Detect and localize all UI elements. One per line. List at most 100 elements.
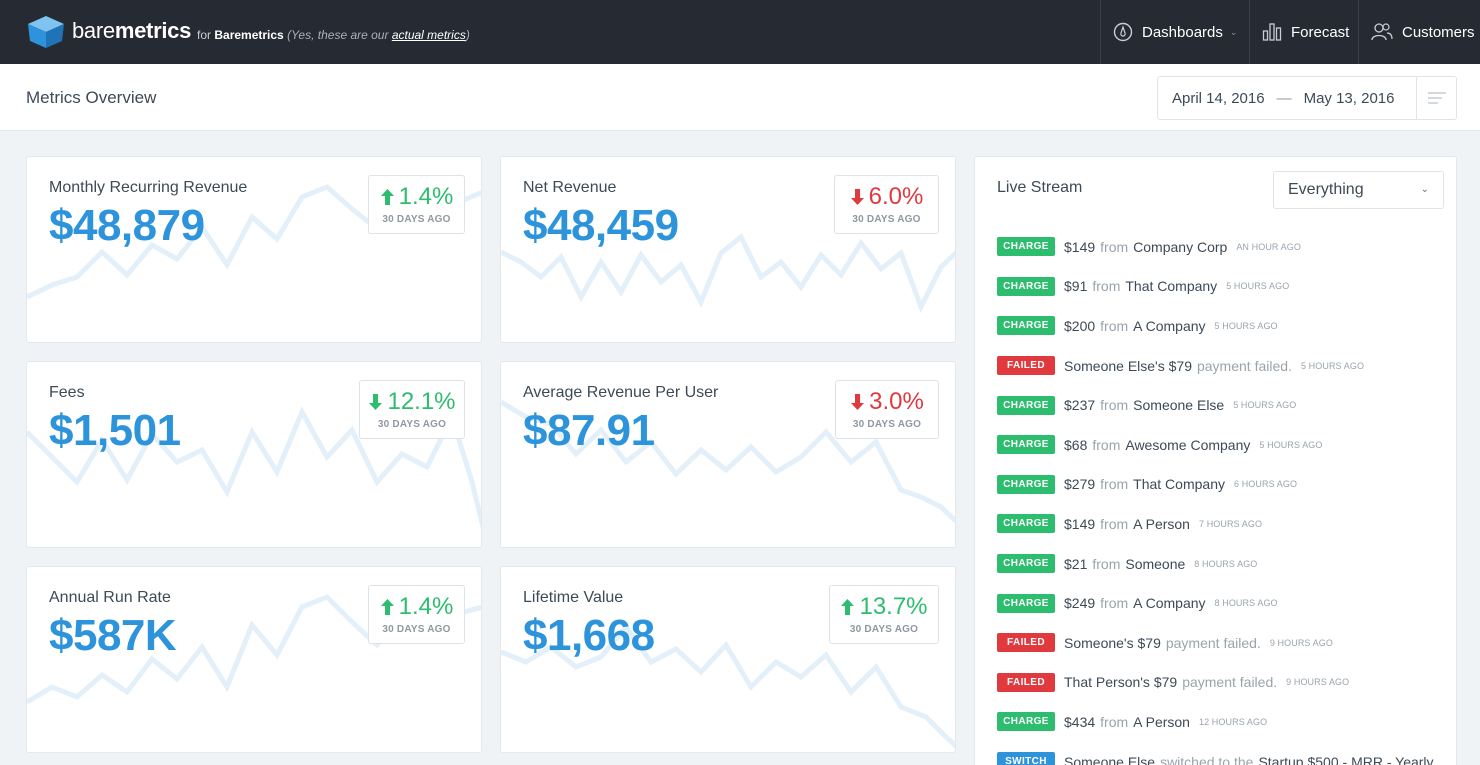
metric-change-badge: 3.0% 30 DAYS AGO bbox=[835, 380, 939, 439]
event-customer[interactable]: Someone's $79 bbox=[1064, 634, 1161, 651]
top-navbar: baremetrics for Baremetrics (Yes, these … bbox=[0, 0, 1480, 64]
event-connector: from bbox=[1100, 397, 1129, 414]
stream-event[interactable]: CHARGE $200 from A Company 5 HOURS AGO bbox=[997, 306, 1456, 346]
arrow-down-icon bbox=[369, 394, 383, 410]
arrow-up-icon bbox=[380, 189, 394, 205]
event-customer[interactable]: Company Corp bbox=[1133, 238, 1228, 255]
bar-chart-icon bbox=[1262, 23, 1282, 41]
metric-label: Lifetime Value bbox=[523, 589, 624, 606]
chevron-down-icon: ⌄ bbox=[1229, 26, 1238, 37]
date-start[interactable]: April 14, 2016 bbox=[1172, 89, 1265, 107]
live-stream-title: Live Stream bbox=[997, 179, 1083, 196]
event-type-badge: FAILED bbox=[997, 633, 1055, 653]
event-time: 5 HOURS AGO bbox=[1233, 400, 1297, 411]
event-time: 8 HOURS AGO bbox=[1194, 558, 1258, 569]
stream-event[interactable]: CHARGE $279 from That Company 6 HOURS AGO bbox=[997, 465, 1456, 505]
stream-event[interactable]: SWITCH Someone Else switched to the Startup… bbox=[997, 742, 1456, 765]
event-type-badge: CHARGE bbox=[997, 593, 1055, 613]
event-connector: payment failed. bbox=[1182, 674, 1278, 691]
event-customer[interactable]: Awesome Company bbox=[1125, 436, 1251, 453]
stream-event[interactable]: CHARGE $434 from A Person 12 HOURS AGO bbox=[997, 702, 1456, 742]
event-connector: from bbox=[1100, 317, 1129, 334]
event-connector: from bbox=[1092, 555, 1121, 572]
event-time: AN HOUR AGO bbox=[1236, 241, 1301, 252]
event-time: 9 HOURS AGO bbox=[1286, 677, 1350, 688]
event-customer[interactable]: A Company bbox=[1133, 595, 1206, 612]
event-time: 5 HOURS AGO bbox=[1300, 360, 1365, 371]
metric-card-mrr[interactable]: Monthly Recurring Revenue $48,879 1.4% 3… bbox=[26, 156, 482, 343]
date-end[interactable]: May 13, 2016 bbox=[1303, 89, 1395, 107]
event-type-badge: CHARGE bbox=[997, 514, 1055, 534]
brand-name[interactable]: baremetrics bbox=[72, 18, 192, 43]
event-customer[interactable]: Someone bbox=[1125, 555, 1186, 572]
stream-event[interactable]: CHARGE $249 from A Company 8 HOURS AGO bbox=[997, 583, 1456, 623]
date-options-button[interactable] bbox=[1416, 77, 1456, 119]
nav-customers[interactable]: Customers bbox=[1358, 0, 1480, 64]
stream-event[interactable]: CHARGE $237 from Someone Else 5 HOURS AGO bbox=[997, 385, 1456, 425]
metric-label: Average Revenue Per User bbox=[523, 384, 719, 401]
sub-header: Metrics Overview April 14, 2016 — May 13… bbox=[0, 64, 1480, 131]
event-type-badge: CHARGE bbox=[997, 276, 1055, 296]
stream-event[interactable]: CHARGE $91 from That Company 5 HOURS AGO bbox=[997, 267, 1456, 307]
metric-change-badge: 13.7% 30 DAYS AGO bbox=[829, 585, 939, 644]
event-time: 5 HOURS AGO bbox=[1214, 320, 1278, 331]
date-separator: — bbox=[1276, 89, 1292, 107]
nav-forecast[interactable]: Forecast bbox=[1249, 0, 1358, 64]
event-customer[interactable]: A Person bbox=[1133, 713, 1190, 730]
stream-filter-select[interactable]: Everything ⌄ bbox=[1273, 171, 1444, 209]
actual-metrics-link[interactable]: actual metrics bbox=[391, 28, 466, 42]
stream-event[interactable]: FAILED Someone Else's $79 payment failed. 5… bbox=[997, 346, 1456, 386]
event-time: 5 HOURS AGO bbox=[1226, 281, 1290, 292]
stream-event[interactable]: FAILED Someone's $79 payment failed. 9 HOUR… bbox=[997, 623, 1456, 663]
event-customer[interactable]: That Person's $79 bbox=[1064, 674, 1178, 691]
stream-event[interactable]: CHARGE $68 from Awesome Company 5 HOURS AGO bbox=[997, 425, 1456, 465]
metric-card-arpu[interactable]: Average Revenue Per User $87.91 3.0% 30 … bbox=[500, 361, 956, 548]
event-type-badge: FAILED bbox=[997, 356, 1055, 376]
event-customer[interactable]: Someone Else bbox=[1064, 753, 1156, 765]
stream-event[interactable]: FAILED That Person's $79 payment failed. 9 … bbox=[997, 663, 1456, 703]
event-amount: $91 bbox=[1064, 278, 1088, 295]
event-amount: $21 bbox=[1064, 555, 1088, 572]
stream-event[interactable]: CHARGE $149 from A Person 7 HOURS AGO bbox=[997, 504, 1456, 544]
stream-event[interactable]: CHARGE $149 from Company Corp AN HOUR AGO bbox=[997, 227, 1456, 267]
event-time: 5 HOURS AGO bbox=[1259, 439, 1323, 450]
event-time: 7 HOURS AGO bbox=[1198, 518, 1263, 529]
metric-value: $48,459 bbox=[523, 201, 679, 250]
metric-label: Annual Run Rate bbox=[49, 589, 171, 606]
stream-event[interactable]: CHARGE $21 from Someone 8 HOURS AGO bbox=[997, 544, 1456, 584]
event-customer[interactable]: Someone Else's $79 bbox=[1064, 357, 1192, 374]
metric-value: $1,668 bbox=[523, 611, 655, 660]
event-customer[interactable]: A Company bbox=[1133, 317, 1206, 334]
event-connector: payment failed. bbox=[1165, 634, 1261, 651]
date-range-picker[interactable]: April 14, 2016 — May 13, 2016 bbox=[1157, 76, 1457, 120]
metric-card-arr[interactable]: Annual Run Rate $587K 1.4% 30 DAYS AGO bbox=[26, 566, 482, 753]
sparkline-background bbox=[27, 406, 481, 528]
metric-card-net-revenue[interactable]: Net Revenue $48,459 6.0% 30 DAYS AGO bbox=[500, 156, 956, 343]
event-customer[interactable]: A Person bbox=[1133, 515, 1190, 532]
event-customer[interactable]: That Company bbox=[1133, 476, 1225, 493]
event-customer[interactable]: Someone Else bbox=[1133, 397, 1225, 414]
chevron-down-icon: ⌄ bbox=[1420, 184, 1429, 195]
event-connector: payment failed. bbox=[1196, 357, 1292, 374]
metric-card-ltv[interactable]: Lifetime Value $1,668 13.7% 30 DAYS AGO bbox=[500, 566, 956, 753]
nav-dashboards[interactable]: Dashboards ⌄ bbox=[1100, 0, 1249, 64]
users-icon bbox=[1371, 23, 1393, 41]
metric-label: Fees bbox=[49, 384, 85, 401]
event-type-badge: CHARGE bbox=[997, 712, 1055, 732]
event-connector: from bbox=[1092, 278, 1121, 295]
metric-label: Net Revenue bbox=[523, 179, 617, 196]
metric-card-fees[interactable]: Fees $1,501 12.1% 30 DAYS AGO bbox=[26, 361, 482, 548]
event-type-badge: CHARGE bbox=[997, 237, 1055, 257]
event-amount: $434 bbox=[1064, 713, 1096, 730]
sparkline-background bbox=[501, 399, 955, 524]
page-title: Metrics Overview bbox=[26, 88, 157, 107]
event-connector: from bbox=[1092, 436, 1121, 453]
arrow-up-icon bbox=[380, 599, 394, 615]
event-time: 6 HOURS AGO bbox=[1233, 479, 1298, 490]
event-list: CHARGE $149 from Company Corp AN HOUR AGO CHA… bbox=[997, 227, 1456, 765]
metric-label: Monthly Recurring Revenue bbox=[49, 179, 248, 196]
baremetrics-logo-icon[interactable] bbox=[26, 14, 66, 50]
menu-lines-icon bbox=[1427, 92, 1446, 104]
event-amount: $68 bbox=[1064, 436, 1088, 453]
event-customer[interactable]: That Company bbox=[1125, 278, 1218, 295]
